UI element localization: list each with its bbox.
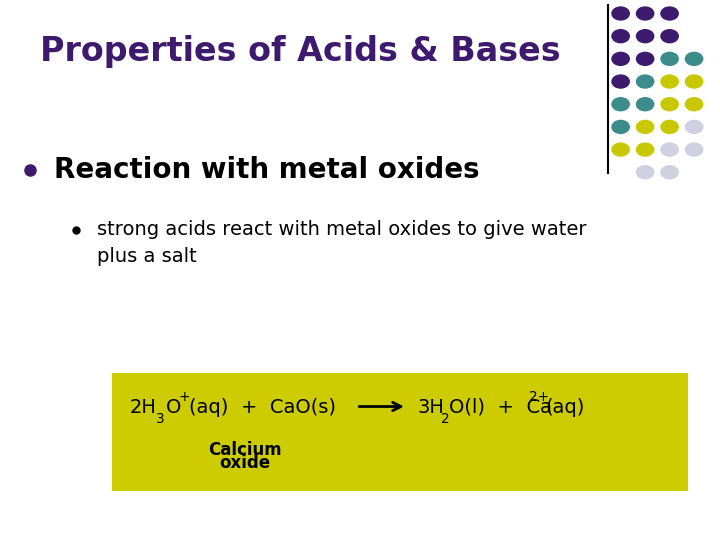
- Text: O(l)  +  Ca: O(l) + Ca: [449, 398, 552, 417]
- Text: +: +: [179, 390, 190, 404]
- Circle shape: [636, 52, 654, 65]
- Text: (aq): (aq): [546, 398, 585, 417]
- Circle shape: [636, 143, 654, 156]
- Circle shape: [661, 75, 678, 88]
- Text: 2H: 2H: [130, 398, 156, 417]
- Text: Reaction with metal oxides: Reaction with metal oxides: [54, 156, 480, 184]
- Circle shape: [636, 120, 654, 133]
- Text: 2: 2: [441, 411, 450, 426]
- Text: 3H: 3H: [418, 398, 444, 417]
- Circle shape: [661, 166, 678, 179]
- Circle shape: [685, 52, 703, 65]
- Text: plus a salt: plus a salt: [97, 247, 197, 266]
- Circle shape: [685, 75, 703, 88]
- Text: O: O: [166, 398, 181, 417]
- Text: oxide: oxide: [219, 454, 271, 472]
- Circle shape: [661, 7, 678, 20]
- Text: (aq)  +  CaO(s): (aq) + CaO(s): [189, 398, 336, 417]
- Circle shape: [636, 7, 654, 20]
- Circle shape: [612, 75, 629, 88]
- Circle shape: [636, 75, 654, 88]
- Circle shape: [612, 120, 629, 133]
- Text: Calcium: Calcium: [208, 441, 282, 459]
- Circle shape: [636, 98, 654, 111]
- Text: 3: 3: [156, 411, 164, 426]
- Circle shape: [612, 98, 629, 111]
- Circle shape: [612, 143, 629, 156]
- Circle shape: [636, 166, 654, 179]
- Text: Properties of Acids & Bases: Properties of Acids & Bases: [40, 35, 560, 68]
- Text: strong acids react with metal oxides to give water: strong acids react with metal oxides to …: [97, 220, 587, 239]
- Circle shape: [636, 30, 654, 43]
- Circle shape: [661, 143, 678, 156]
- Bar: [112, 373, 688, 491]
- Circle shape: [685, 98, 703, 111]
- Text: 2+: 2+: [529, 390, 549, 404]
- Circle shape: [685, 120, 703, 133]
- Circle shape: [612, 30, 629, 43]
- Circle shape: [612, 7, 629, 20]
- Circle shape: [661, 52, 678, 65]
- Circle shape: [612, 52, 629, 65]
- Circle shape: [661, 120, 678, 133]
- Circle shape: [661, 30, 678, 43]
- Circle shape: [685, 143, 703, 156]
- Circle shape: [661, 98, 678, 111]
